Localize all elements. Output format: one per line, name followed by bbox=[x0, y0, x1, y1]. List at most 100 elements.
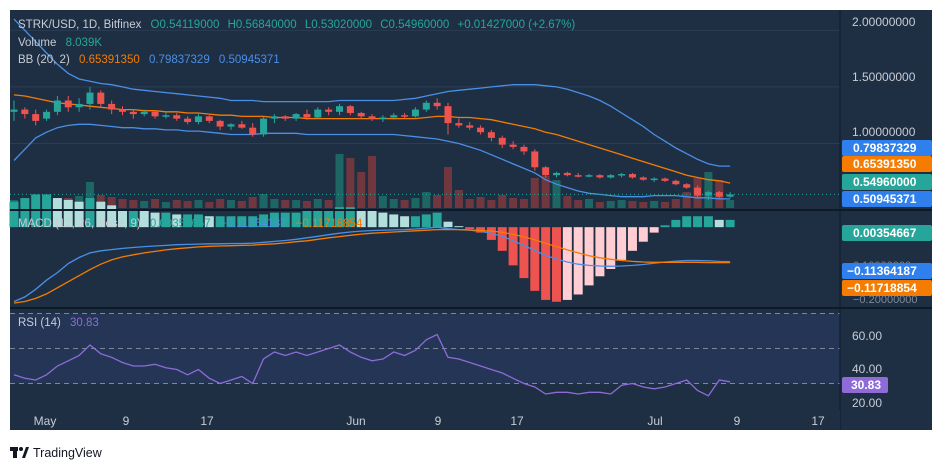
tradingview-logo[interactable]: TradingView bbox=[10, 446, 103, 460]
candle-body bbox=[628, 174, 636, 178]
macd-hist-tag-text: 0.00354667 bbox=[853, 226, 917, 240]
volume-bar bbox=[140, 201, 149, 208]
macd-histogram-bar bbox=[671, 219, 681, 228]
price-tick: 1.50000000 bbox=[852, 70, 916, 84]
macd-histogram-bar bbox=[161, 212, 171, 228]
macd-histogram-bar bbox=[345, 207, 355, 228]
bb-lower-tag bbox=[842, 191, 932, 207]
volume-bar bbox=[400, 200, 409, 208]
time-tick: 17 bbox=[510, 414, 524, 428]
time-tick: 9 bbox=[123, 414, 130, 428]
rsi-pane[interactable] bbox=[10, 313, 840, 397]
macd-histogram-bar bbox=[400, 216, 410, 228]
macd-histogram-bar bbox=[85, 198, 95, 228]
volume-bar bbox=[227, 200, 235, 208]
svg-text:STRK/USD, 1D, Bitfinex O: STRK/USD, 1D, Bitfinex O0.54119000 H0.56… bbox=[18, 19, 575, 31]
candle-body bbox=[390, 115, 398, 118]
volume-label[interactable]: Volume bbox=[18, 37, 56, 49]
macd-label[interactable]: MACD (12, 26, close, 9) bbox=[18, 218, 141, 230]
bb-label[interactable]: BB (20, 2) bbox=[18, 54, 70, 66]
volume-bar bbox=[107, 197, 116, 208]
macd-histogram-bar bbox=[627, 227, 637, 251]
volume-bar bbox=[281, 200, 290, 208]
candle-body bbox=[509, 144, 517, 147]
change-value: +0.01427000 (+2.67%) bbox=[458, 19, 576, 31]
macd-legend: MACD (12, 26, close, 9) 0.00354667 −0.11… bbox=[18, 218, 363, 230]
macd-histogram-bar bbox=[508, 227, 518, 266]
candle-body bbox=[86, 92, 94, 104]
volume-bar bbox=[650, 201, 659, 208]
volume-bar bbox=[313, 199, 322, 208]
macd-histogram-bar bbox=[389, 214, 399, 228]
macd-line-tag bbox=[842, 263, 932, 279]
macd-histogram-bar bbox=[443, 221, 453, 228]
macd-histogram-bar bbox=[552, 227, 561, 302]
volume-bar bbox=[595, 202, 604, 208]
macd-histogram-bar bbox=[693, 216, 703, 228]
macd-histogram-bar bbox=[259, 214, 269, 228]
candle-body bbox=[574, 175, 582, 177]
symbol-label[interactable]: STRK/USD, 1D, Bitfinex bbox=[18, 19, 142, 31]
candle-body bbox=[10, 109, 18, 112]
volume-bar bbox=[172, 200, 181, 208]
candle-body bbox=[325, 109, 333, 112]
candle-body bbox=[303, 114, 311, 118]
rsi-label[interactable]: RSI (14) bbox=[18, 317, 61, 329]
candle-body bbox=[661, 178, 669, 181]
macd-histogram-bar bbox=[302, 210, 312, 228]
macd-hist-tag bbox=[842, 225, 932, 241]
candle-body bbox=[194, 116, 202, 123]
volume-bar bbox=[433, 195, 442, 208]
rsi-value-tag-text: 30.83 bbox=[851, 378, 881, 392]
bb-lower-tag-text: 0.50945371 bbox=[853, 192, 917, 206]
candle-body bbox=[119, 109, 126, 112]
volume-bar bbox=[216, 199, 225, 208]
volume-bar bbox=[661, 202, 669, 208]
rsi-axis[interactable]: 60.00 40.00 20.00 30.83 bbox=[842, 329, 888, 410]
volume-bar bbox=[639, 202, 648, 208]
macd-histogram-bar bbox=[107, 205, 117, 228]
macd-signal-tag-text: −0.11718854 bbox=[847, 281, 917, 295]
macd-histogram-bar bbox=[638, 227, 648, 242]
macd-histogram-bar bbox=[541, 227, 551, 300]
candle-body bbox=[227, 124, 235, 127]
time-axis[interactable]: May 9 17 Jun 9 17 Jul 9 17 bbox=[10, 410, 840, 430]
candle-body bbox=[357, 112, 365, 117]
candle-body bbox=[205, 116, 213, 121]
bb-upper-tag-text: 0.79837329 bbox=[853, 141, 917, 155]
macd-histogram-bar bbox=[226, 216, 236, 228]
candle-body bbox=[270, 116, 278, 119]
volume-bar bbox=[552, 180, 561, 208]
candle-body bbox=[411, 109, 419, 117]
volume-bar bbox=[270, 199, 279, 208]
candle-body bbox=[639, 177, 647, 180]
candle-body bbox=[64, 100, 72, 108]
candle-body bbox=[162, 115, 170, 117]
macd-histogram-bar bbox=[356, 208, 366, 228]
macd-histogram-bar bbox=[128, 208, 138, 228]
candle-body bbox=[401, 115, 409, 117]
volume-bar bbox=[194, 200, 203, 208]
volume-bar bbox=[487, 200, 496, 208]
time-tick: May bbox=[34, 414, 57, 428]
rsi-value: 30.83 bbox=[70, 317, 99, 329]
macd-axis[interactable]: 0.10000000 −0.20000000 0.00354667 −0.113… bbox=[842, 225, 932, 306]
volume-bar bbox=[682, 192, 691, 208]
macd-histogram-bar bbox=[432, 212, 442, 228]
macd-histogram-bar bbox=[280, 212, 290, 228]
volume-bar bbox=[671, 199, 680, 208]
candle-body bbox=[53, 100, 61, 112]
volume-bar bbox=[292, 200, 301, 208]
macd-histogram-bar bbox=[660, 225, 670, 228]
macd-histogram-bar bbox=[649, 227, 659, 233]
macd-histogram-bar bbox=[606, 227, 616, 270]
price-axis[interactable]: 2.00000000 1.50000000 1.00000000 bbox=[852, 15, 916, 139]
last-price-tag-text: 0.54960000 bbox=[853, 175, 917, 189]
macd-pane[interactable] bbox=[9, 194, 735, 304]
macd-histogram-bar bbox=[519, 227, 529, 279]
bb-upper-tag bbox=[842, 140, 932, 156]
candle-body bbox=[520, 146, 528, 152]
volume-bar bbox=[183, 201, 192, 208]
macd-histogram-bar bbox=[204, 216, 214, 228]
